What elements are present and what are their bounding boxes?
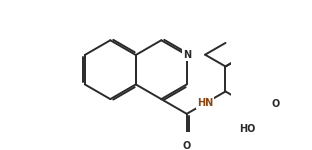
Text: N: N — [183, 50, 191, 60]
Text: HN: HN — [197, 98, 213, 108]
Text: HO: HO — [239, 124, 255, 134]
Text: O: O — [271, 99, 280, 109]
Text: O: O — [183, 141, 191, 150]
